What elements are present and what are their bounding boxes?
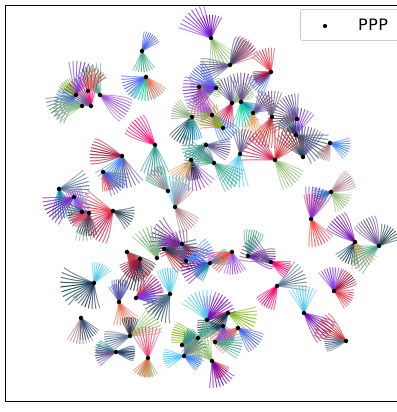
legend: PPP (300, 9, 397, 41)
axes-frame (5, 5, 397, 402)
legend-marker (323, 24, 327, 28)
legend-label-ppp: PPP (358, 15, 388, 34)
